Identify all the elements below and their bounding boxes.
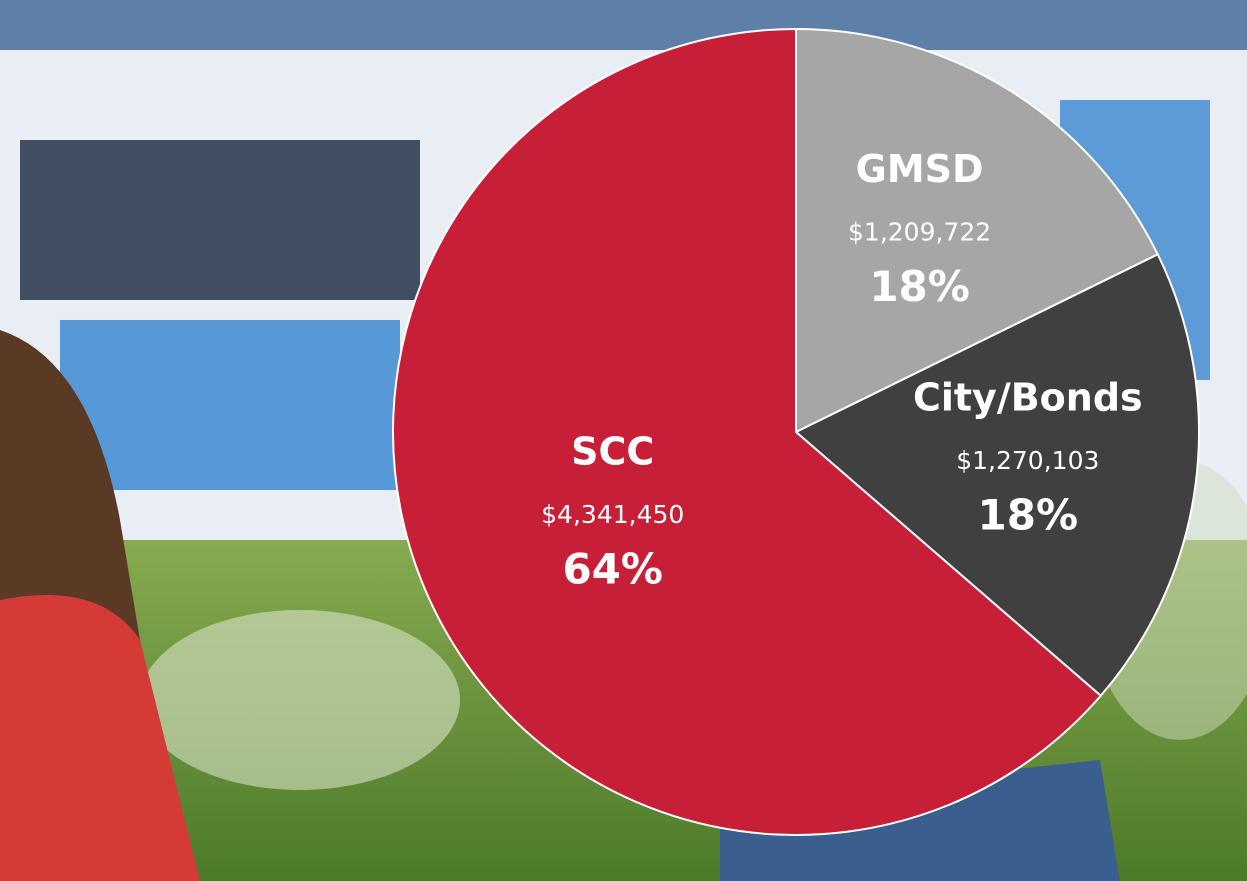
value-label: $1,270,103	[956, 446, 1099, 475]
pie: GMSD $1,209,722 18% City/Bonds $1,270,103 18%…	[393, 29, 1199, 835]
slice-label: City/Bonds	[913, 375, 1143, 419]
slice-label: SCC	[571, 429, 654, 473]
percent-label: 18%	[978, 490, 1079, 539]
slice-label: GMSD	[856, 147, 984, 191]
percent-label: 64%	[562, 544, 663, 593]
value-label: $1,209,722	[848, 218, 991, 247]
percent-label: 18%	[869, 262, 970, 311]
chart: GMSD $1,209,722 18% City/Bonds $1,270,103 18%…	[0, 0, 1247, 881]
value-label: $4,341,450	[541, 500, 684, 529]
